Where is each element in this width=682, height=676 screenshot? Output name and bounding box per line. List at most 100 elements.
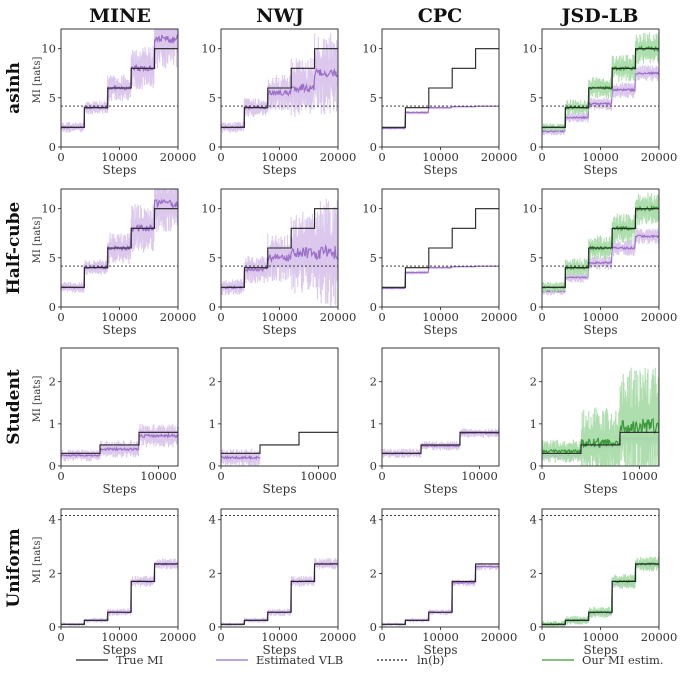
x-axis-label: Steps (424, 482, 458, 496)
vlb-series-envelope (61, 29, 178, 133)
vlb-series-envelope (382, 562, 499, 627)
x-tick-label: 20000 (641, 630, 678, 644)
y-tick-label: 10 (201, 202, 216, 216)
true-mi-line (221, 563, 338, 625)
y-tick-label: 0 (49, 459, 56, 473)
vlb-series-line (542, 234, 659, 293)
x-tick-label: 10000 (582, 150, 619, 164)
vlb-series-envelope (221, 198, 338, 307)
x-tick-label: 20000 (641, 310, 678, 324)
vlb-series-line (221, 455, 261, 461)
y-tick-label: 5 (370, 251, 377, 265)
y-tick-label: 2 (530, 375, 537, 389)
x-tick-label: 10000 (101, 630, 138, 644)
x-tick-label: 0 (57, 630, 64, 644)
vlb-series-band (542, 561, 659, 627)
y-tick-label: 0 (370, 459, 377, 473)
y-tick-label: 10 (522, 42, 537, 56)
true-mi-line (542, 431, 659, 454)
x-axis-label: Steps (103, 482, 137, 496)
vlb-series-envelope (542, 228, 659, 296)
y-tick-label: 4 (209, 513, 216, 527)
x-tick-label: 0 (57, 310, 64, 324)
y-tick-label: 0 (370, 620, 377, 634)
vlb-series-line (382, 565, 499, 626)
legend-label-our: Our MI estim. (582, 653, 664, 667)
x-tick-label: 10000 (422, 150, 459, 164)
y-tick-label: 1 (209, 417, 216, 431)
y-tick-label: 0 (530, 459, 537, 473)
y-tick-label: 4 (49, 513, 56, 527)
y-tick-label: 5 (530, 91, 537, 105)
x-tick-label: 10000 (422, 310, 459, 324)
panel-asinh-nwj: 0 5 10 0 10000 20000 Steps (201, 28, 357, 177)
x-tick-label: 0 (57, 150, 64, 164)
plot-area (61, 514, 178, 627)
y-tick-label: 2 (530, 566, 537, 580)
plot-area (221, 32, 338, 133)
plot-area (221, 431, 338, 466)
true-mi-line (382, 563, 499, 625)
plot-area (382, 514, 499, 627)
y-tick-label: 1 (49, 417, 56, 431)
y-tick-label: 0 (530, 300, 537, 314)
row-title-half-cube: Half-cube (4, 201, 24, 294)
row-title-student: Student (4, 369, 24, 445)
x-axis-label: Steps (263, 163, 297, 177)
panel-uniform-nwj: 0 2 4 0 10000 20000 Steps (209, 508, 356, 657)
row-title-asinh: asinh (4, 62, 24, 114)
panel-uniform-jsd-lb: 0 2 4 0 10000 20000 Steps (530, 508, 678, 657)
x-tick-label: 10000 (582, 630, 619, 644)
legend-label-ln_b: ln(b) (417, 653, 444, 667)
x-axis-label: Steps (263, 482, 297, 496)
axes-frame (381, 347, 500, 467)
x-axis-label: Steps (424, 323, 458, 337)
our-mi-series-line (542, 417, 659, 455)
vlb-series-band (61, 558, 178, 627)
x-tick-label: 10000 (621, 469, 658, 483)
our-mi-series-envelope (542, 192, 659, 293)
y-tick-label: 2 (209, 375, 216, 389)
vlb-series-line (382, 105, 499, 130)
y-axis-label: MI [nats] (32, 376, 43, 423)
panel-half-cube-jsd-lb: 0 5 10 0 10000 20000 Steps (522, 188, 678, 337)
plot-area (542, 367, 659, 466)
vlb-series-line (542, 71, 659, 133)
plot-area (542, 514, 659, 627)
y-tick-label: 10 (41, 202, 56, 216)
column-title-mine: MINE (89, 5, 151, 27)
x-tick-label: 0 (538, 150, 545, 164)
panel-asinh-mine: 0 5 10 0 10000 20000 Steps MI [nats] (32, 28, 196, 177)
x-tick-label: 0 (217, 469, 224, 483)
plot-area (61, 189, 178, 293)
y-tick-label: 10 (41, 42, 56, 56)
vlb-series-envelope (382, 428, 499, 458)
vlb-series-band (382, 105, 499, 130)
y-tick-label: 5 (370, 91, 377, 105)
y-tick-label: 10 (362, 202, 377, 216)
true-mi-line (221, 431, 338, 454)
y-tick-label: 4 (530, 513, 537, 527)
x-tick-label: 0 (538, 310, 545, 324)
x-tick-label: 0 (217, 310, 224, 324)
vlb-series-envelope (221, 558, 338, 627)
y-tick-label: 2 (370, 375, 377, 389)
x-tick-label: 20000 (481, 630, 518, 644)
panel-half-cube-nwj: 0 5 10 0 10000 20000 Steps (201, 188, 356, 337)
vlb-series-line (382, 431, 499, 455)
x-tick-label: 10000 (261, 630, 298, 644)
y-tick-label: 5 (209, 91, 216, 105)
y-tick-label: 0 (49, 620, 56, 634)
x-tick-label: 20000 (320, 150, 357, 164)
plot-area (542, 192, 659, 296)
axes-frame (220, 347, 339, 467)
x-tick-label: 10000 (261, 150, 298, 164)
y-tick-label: 5 (209, 251, 216, 265)
vlb-series-envelope (61, 189, 178, 293)
x-tick-label: 0 (378, 469, 385, 483)
x-tick-label: 10000 (422, 630, 459, 644)
y-tick-label: 2 (49, 566, 56, 580)
x-tick-label: 10000 (582, 310, 619, 324)
y-tick-label: 2 (370, 566, 377, 580)
